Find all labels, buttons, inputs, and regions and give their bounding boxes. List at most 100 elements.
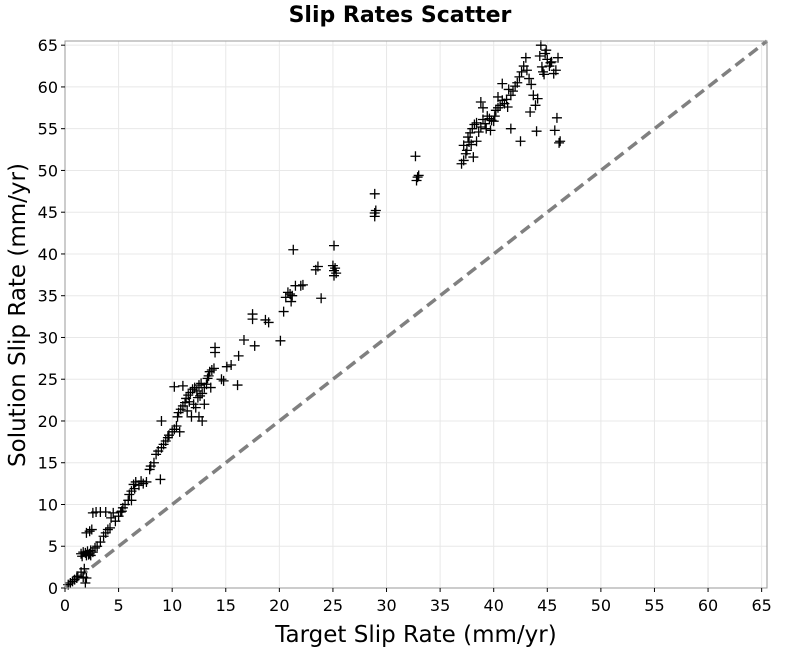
data-point-37 xyxy=(100,507,111,518)
data-point-93 xyxy=(197,388,208,399)
data-point-202 xyxy=(531,126,542,137)
x-tick-label-13: 65 xyxy=(751,596,771,615)
data-point-172 xyxy=(501,94,512,105)
data-point-154 xyxy=(468,152,479,163)
data-point-219 xyxy=(539,69,550,80)
data-point-120 xyxy=(278,306,289,317)
data-point-18 xyxy=(79,563,90,574)
data-point-23 xyxy=(84,526,95,537)
data-point-81 xyxy=(187,384,198,395)
data-point-184 xyxy=(526,79,537,90)
data-point-152 xyxy=(464,137,475,148)
data-point-203 xyxy=(515,136,526,147)
data-point-99 xyxy=(208,363,219,374)
data-point-148 xyxy=(458,155,469,166)
data-point-127 xyxy=(286,296,297,307)
y-tick-label-0: 0 xyxy=(48,579,58,598)
data-point-52 xyxy=(141,476,152,487)
y-tick-label-9: 45 xyxy=(38,203,58,222)
x-tick-label-5: 25 xyxy=(323,596,343,615)
data-point-123 xyxy=(285,289,296,300)
data-point-96 xyxy=(203,370,214,381)
data-point-162 xyxy=(480,118,491,129)
data-point-167 xyxy=(490,105,501,116)
x-tick-label-10: 50 xyxy=(591,596,611,615)
data-point-216 xyxy=(535,40,546,51)
data-point-4 xyxy=(71,572,82,583)
data-point-181 xyxy=(520,52,531,63)
data-point-21 xyxy=(80,577,91,588)
data-point-30 xyxy=(95,537,106,548)
y-tick-label-13: 65 xyxy=(38,36,58,55)
x-tick-label-6: 30 xyxy=(376,596,396,615)
data-point-132 xyxy=(316,293,327,304)
data-point-188 xyxy=(534,51,545,62)
data-point-135 xyxy=(330,263,341,274)
data-point-92 xyxy=(195,390,206,401)
data-point-24 xyxy=(86,524,97,535)
data-point-116 xyxy=(249,340,260,351)
data-point-199 xyxy=(549,125,560,136)
data-point-189 xyxy=(536,61,547,72)
data-point-200 xyxy=(555,136,566,147)
data-point-34 xyxy=(105,522,116,533)
x-tick-label-11: 55 xyxy=(644,596,664,615)
data-point-206 xyxy=(489,111,500,122)
data-point-106 xyxy=(210,342,221,353)
x-tick-label-12: 60 xyxy=(698,596,718,615)
data-point-197 xyxy=(553,52,564,63)
data-point-186 xyxy=(530,100,541,111)
y-tick-label-4: 20 xyxy=(38,412,58,431)
data-point-178 xyxy=(514,71,525,82)
data-point-212 xyxy=(481,123,492,134)
y-tick-label-2: 10 xyxy=(38,495,58,514)
data-point-38 xyxy=(110,516,121,527)
data-point-214 xyxy=(502,101,513,112)
data-point-36 xyxy=(108,507,119,518)
x-tick-label-2: 10 xyxy=(162,596,182,615)
grid xyxy=(64,41,767,589)
data-point-107 xyxy=(216,374,227,385)
x-tick-label-3: 15 xyxy=(216,596,236,615)
data-point-88 xyxy=(182,405,193,416)
data-point-83 xyxy=(191,385,202,396)
y-tick-label-3: 15 xyxy=(38,454,58,473)
data-point-175 xyxy=(507,86,518,97)
data-point-87 xyxy=(184,396,195,407)
data-point-164 xyxy=(484,113,495,124)
data-point-16 xyxy=(83,549,94,560)
data-point-166 xyxy=(488,116,499,127)
y-tick-label-5: 25 xyxy=(38,370,58,389)
y-axis-label: Solution Slip Rate (mm/yr) xyxy=(5,163,31,467)
data-point-153 xyxy=(466,139,477,150)
data-point-177 xyxy=(512,77,523,88)
data-point-190 xyxy=(538,66,549,77)
data-point-215 xyxy=(525,106,536,117)
x-axis-ticks: 0 5 10 15 20 25 30 35 40 45 50 55 60 65 xyxy=(60,588,772,615)
data-point-144 xyxy=(412,172,423,183)
data-point-90 xyxy=(190,402,201,413)
data-point-187 xyxy=(532,93,543,104)
data-point-140 xyxy=(369,208,380,219)
data-point-131 xyxy=(312,261,323,272)
data-point-28 xyxy=(90,542,101,553)
reference-line-y-equals-x xyxy=(63,39,769,590)
x-tick-label-8: 40 xyxy=(484,596,504,615)
data-point-111 xyxy=(232,380,243,391)
data-point-17 xyxy=(85,550,96,561)
data-point-64 xyxy=(155,474,166,485)
data-point-158 xyxy=(471,117,482,128)
x-tick-label-7: 35 xyxy=(430,596,450,615)
data-point-145 xyxy=(413,170,424,181)
y-tick-label-12: 60 xyxy=(38,78,58,97)
data-point-146 xyxy=(410,151,421,162)
data-point-218 xyxy=(545,57,556,68)
data-point-46 xyxy=(128,479,139,490)
data-point-100 xyxy=(199,399,210,410)
data-point-7 xyxy=(76,548,87,559)
data-point-204 xyxy=(505,123,516,134)
data-point-156 xyxy=(467,123,478,134)
data-point-126 xyxy=(295,280,306,291)
data-point-168 xyxy=(492,102,503,113)
data-point-207 xyxy=(477,102,488,113)
